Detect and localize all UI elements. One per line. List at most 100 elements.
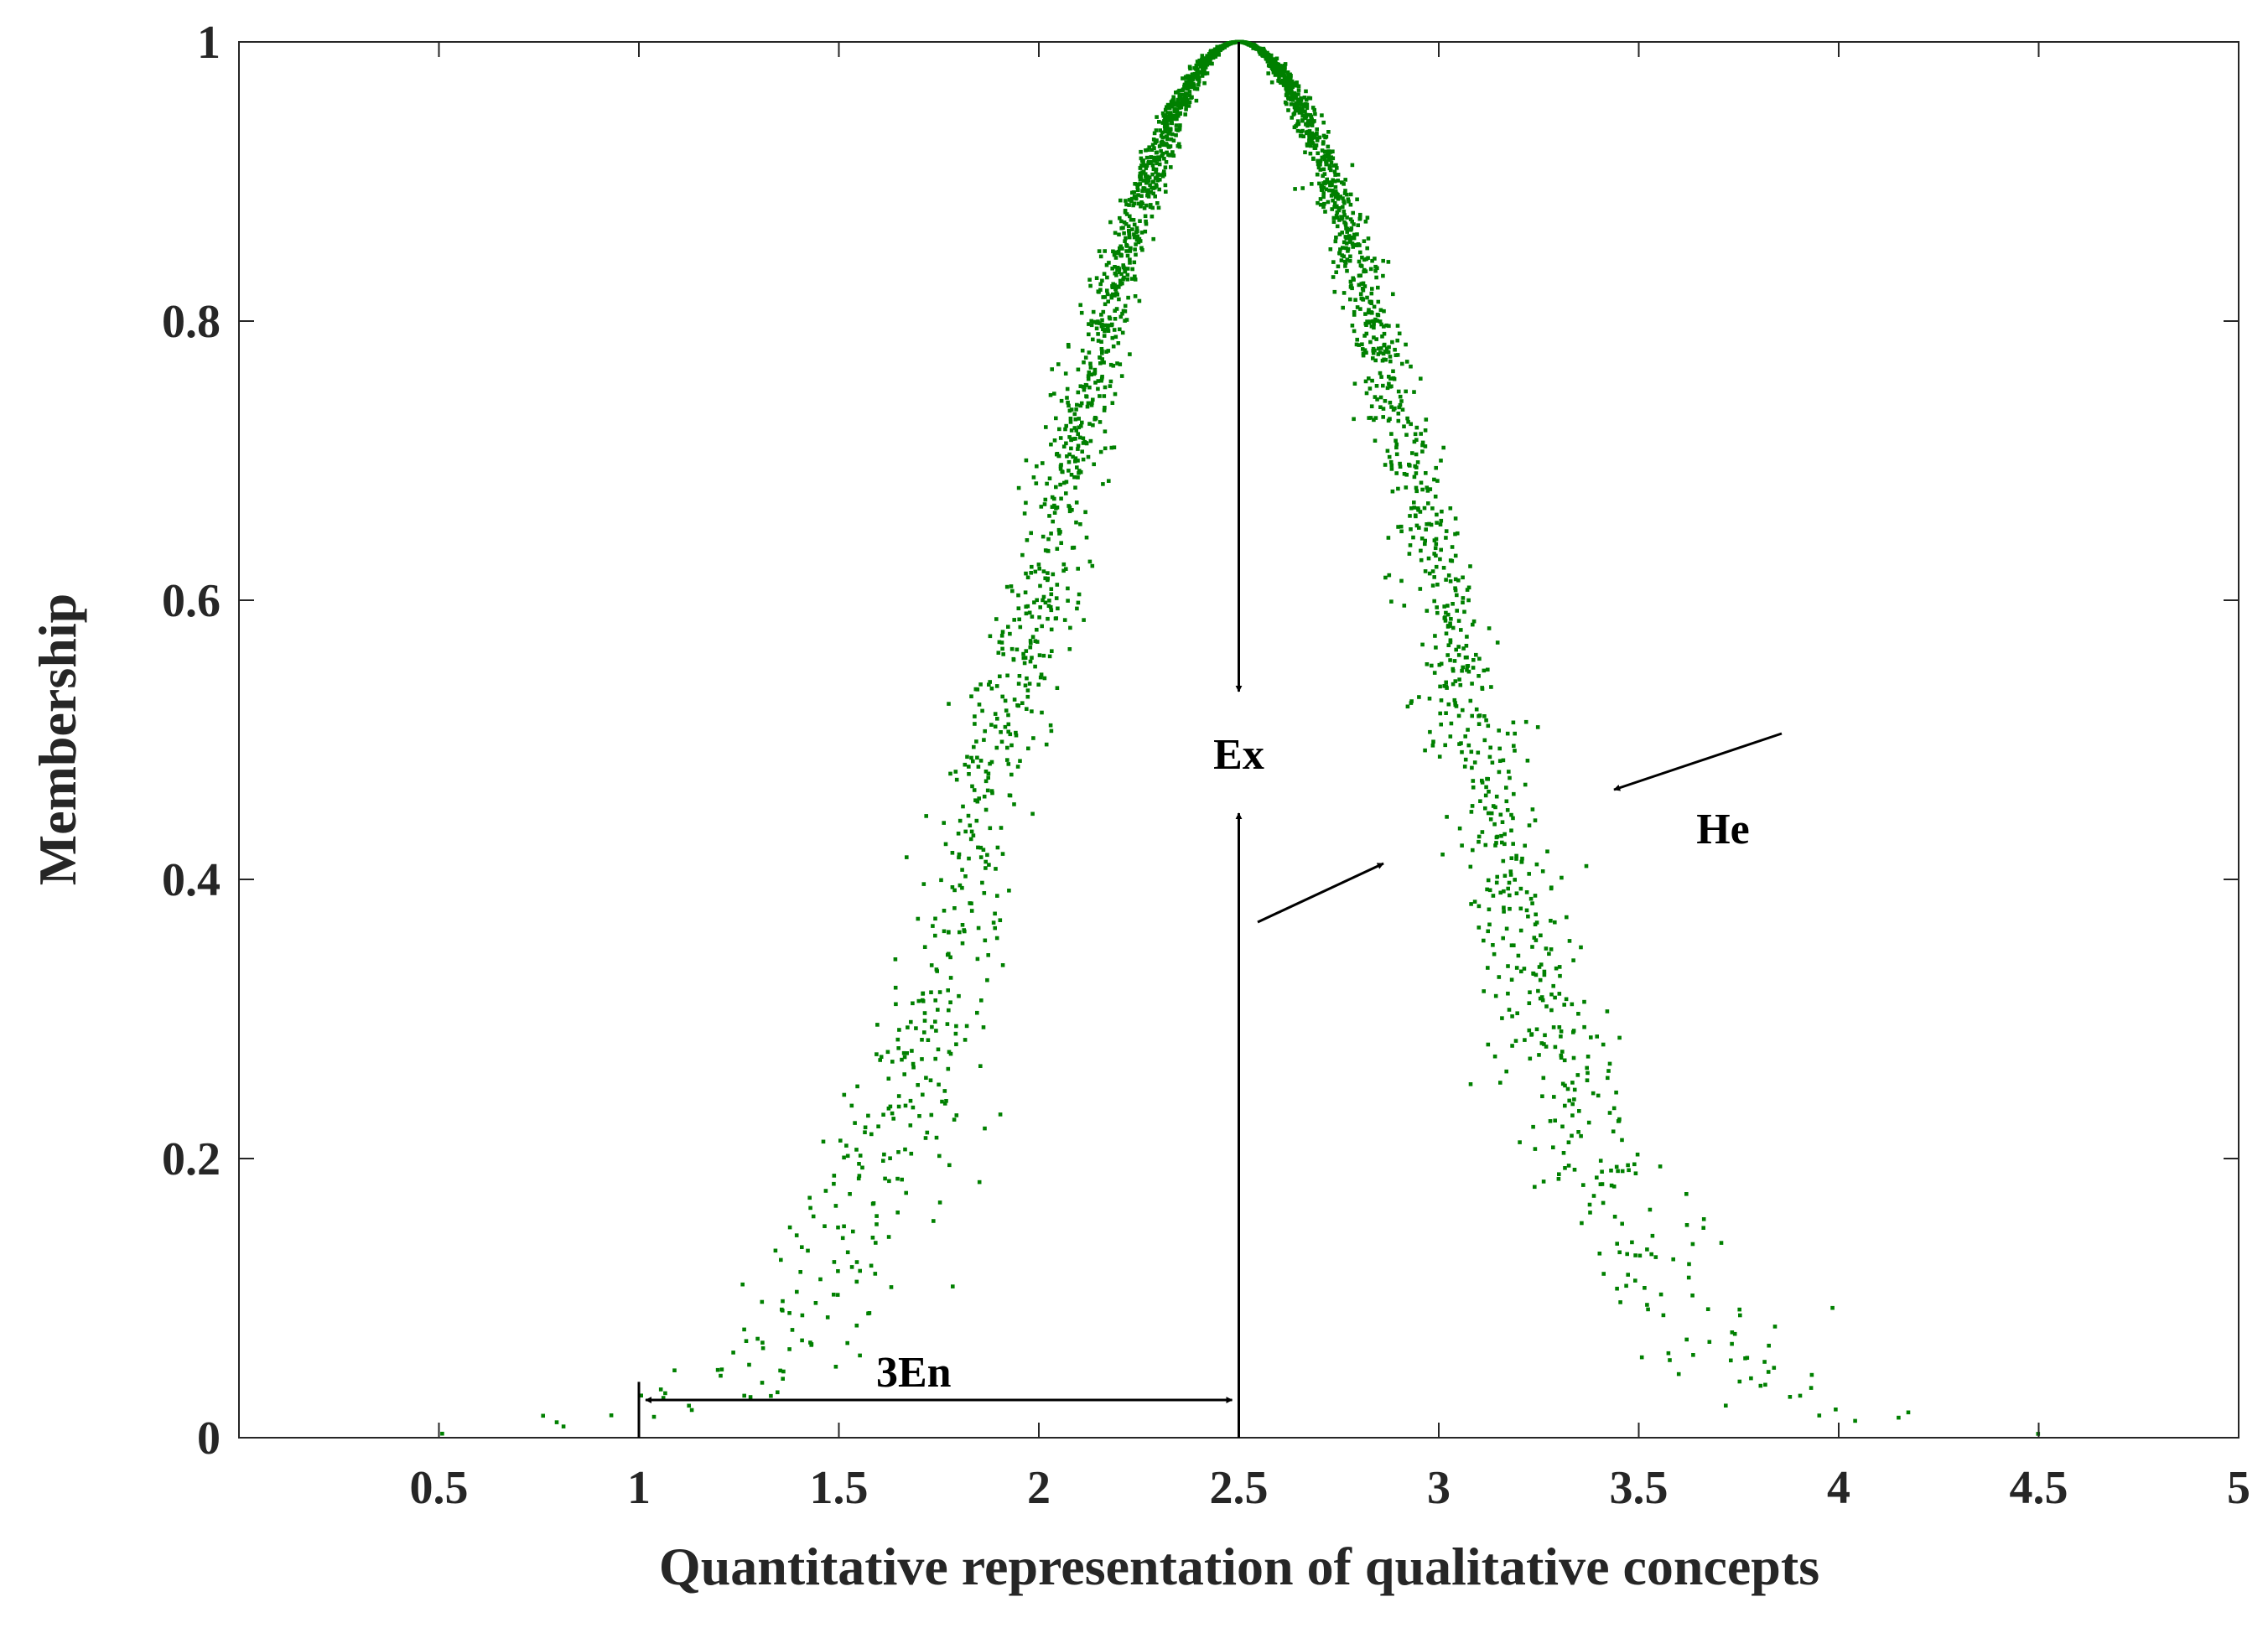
- scatter-point: [1506, 886, 1510, 891]
- scatter-point: [1125, 272, 1130, 277]
- scatter-point: [968, 901, 972, 905]
- scatter-point: [1194, 75, 1199, 80]
- scatter-point: [1165, 150, 1169, 155]
- scatter-point: [1202, 71, 1207, 76]
- scatter-point: [1345, 230, 1349, 234]
- scatter-point: [1061, 562, 1067, 567]
- scatter-point: [1295, 108, 1300, 113]
- scatter-point: [1296, 122, 1300, 126]
- scatter-point: [1347, 200, 1351, 204]
- scatter-point: [993, 925, 997, 931]
- scatter-point: [1326, 144, 1331, 149]
- scatter-point: [886, 1107, 891, 1111]
- scatter-point: [842, 1092, 847, 1097]
- scatter-point: [1616, 1169, 1620, 1174]
- scatter-point: [1304, 89, 1308, 94]
- scatter-point: [1194, 63, 1199, 68]
- scatter-point: [561, 1424, 566, 1428]
- scatter-point: [1139, 204, 1143, 209]
- scatter-point: [1658, 1292, 1663, 1297]
- scatter-point: [1500, 1016, 1504, 1020]
- scatter-point: [1508, 873, 1513, 877]
- scatter-point: [1605, 1009, 1610, 1014]
- scatter-point: [1389, 463, 1394, 468]
- scatter-point: [821, 1139, 826, 1144]
- scatter-point: [1125, 253, 1130, 258]
- scatter-point: [1010, 588, 1015, 594]
- scatter-point: [1038, 605, 1042, 609]
- scatter-point: [1589, 1035, 1593, 1040]
- scatter-point: [1344, 241, 1349, 246]
- scatter-point: [1487, 790, 1491, 794]
- scatter-point: [1200, 54, 1205, 58]
- scatter-point: [1388, 376, 1393, 381]
- scatter-point: [1389, 467, 1394, 471]
- scatter-point: [1560, 1081, 1565, 1086]
- scatter-point: [975, 799, 980, 804]
- scatter-point: [1152, 131, 1157, 136]
- scatter-point: [1658, 1164, 1663, 1169]
- scatter-point: [1407, 552, 1412, 556]
- scatter-point: [1128, 257, 1132, 262]
- scatter-point: [1111, 364, 1116, 368]
- scatter-point: [1516, 953, 1521, 958]
- scatter-point: [1162, 156, 1166, 161]
- scatter-point: [1075, 402, 1079, 407]
- scatter-point: [1513, 731, 1517, 736]
- scatter-point: [1129, 217, 1134, 222]
- scatter-point: [1482, 938, 1486, 943]
- scatter-point: [1501, 936, 1505, 941]
- scatter-point: [1349, 283, 1353, 288]
- scatter-point: [1304, 97, 1309, 102]
- scatter-point: [1163, 124, 1167, 129]
- scatter-point: [944, 1099, 948, 1103]
- scatter-point: [1471, 666, 1476, 670]
- scatter-point: [1666, 1351, 1671, 1356]
- scatter-point: [1423, 542, 1427, 547]
- scatter-point: [1363, 312, 1368, 316]
- scatter-point: [1077, 417, 1081, 421]
- scatter-point: [1158, 128, 1162, 132]
- scatter-point: [1117, 270, 1121, 274]
- scatter-point: [1135, 185, 1139, 189]
- scatter-point: [1103, 446, 1108, 451]
- scatter-point: [1611, 1185, 1617, 1189]
- scatter-point: [1399, 399, 1404, 403]
- scatter-point: [1548, 1119, 1553, 1123]
- scatter-point: [1351, 245, 1355, 249]
- scatter-point: [1009, 584, 1014, 588]
- scatter-point: [1103, 406, 1107, 410]
- scatter-point: [1030, 811, 1035, 817]
- scatter-point: [1194, 67, 1198, 71]
- scatter-point: [1058, 464, 1063, 469]
- scatter-point: [1497, 975, 1502, 979]
- scatter-point: [818, 1277, 823, 1282]
- scatter-point: [903, 1103, 908, 1108]
- scatter-point: [1471, 622, 1475, 627]
- scatter-point: [1633, 1253, 1637, 1257]
- scatter-point: [1140, 189, 1144, 194]
- scatter-point: [1355, 337, 1359, 342]
- scatter-point: [1011, 656, 1016, 661]
- scatter-point: [932, 1219, 936, 1223]
- scatter-point: [1393, 347, 1397, 352]
- scatter-point: [891, 1117, 895, 1121]
- scatter-point: [1151, 167, 1156, 172]
- scatter-point: [1617, 1118, 1622, 1123]
- scatter-point: [1294, 83, 1299, 88]
- scatter-point: [1507, 880, 1512, 885]
- scatter-point: [1133, 194, 1137, 199]
- scatter-point: [1052, 496, 1056, 501]
- scatter-point: [1352, 236, 1357, 241]
- scatter-point: [999, 826, 1004, 830]
- scatter-point: [1152, 146, 1156, 150]
- scatter-point: [1416, 506, 1420, 511]
- scatter-point: [947, 1163, 952, 1168]
- scatter-point: [1282, 63, 1287, 68]
- scatter-point: [916, 998, 921, 1003]
- scatter-point: [1423, 569, 1428, 573]
- scatter-point: [1289, 85, 1293, 89]
- scatter-point: [1300, 186, 1305, 190]
- scatter-point: [1087, 332, 1091, 337]
- scatter-point: [1345, 257, 1350, 262]
